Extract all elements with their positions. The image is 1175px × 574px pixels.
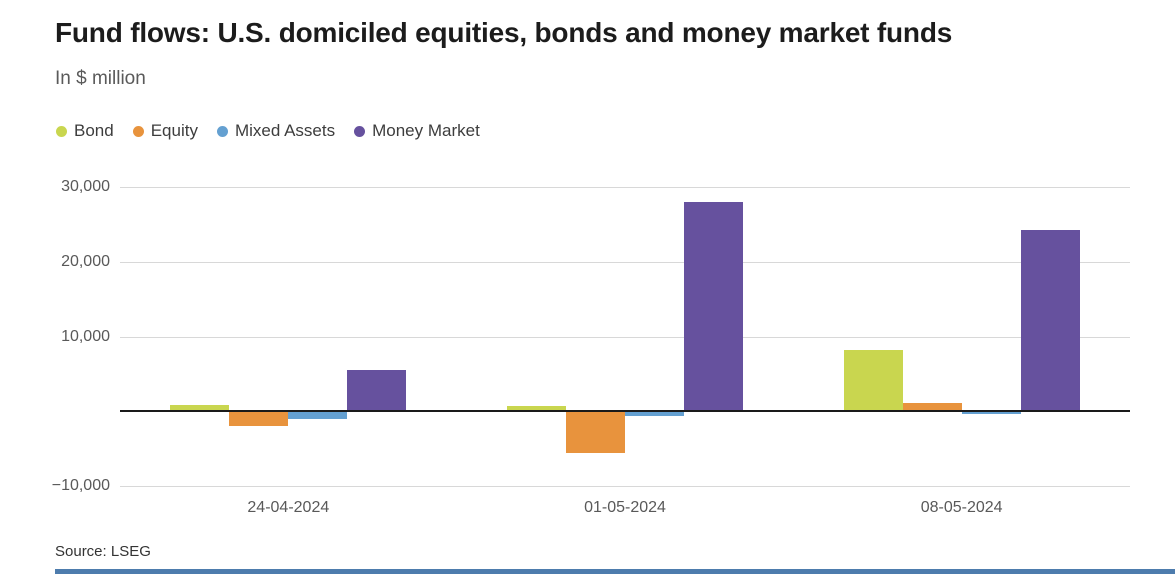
y-tick-label: 10,000 — [61, 327, 110, 345]
bar-equity-24-04-2024 — [229, 411, 289, 427]
gridline — [120, 187, 1130, 188]
legend-label: Equity — [150, 121, 198, 140]
bottom-accent-bar — [55, 569, 1175, 574]
legend-item-equity: Equity — [132, 121, 198, 141]
bar-bond-24-04-2024 — [170, 404, 230, 412]
legend-item-money-market: Money Market — [354, 121, 480, 141]
legend-swatch-icon — [354, 125, 366, 137]
plot-area: 30,000 20,000 10,000 −10,000 24-04-2024 01-05… — [52, 178, 1130, 516]
legend-label: Mixed Assets — [234, 121, 336, 140]
legend: Bond Equity Mixed Assets Money Market — [56, 121, 480, 141]
bar-money-market-01-05-2024 — [684, 201, 743, 412]
bar-bond-08-05-2024 — [843, 349, 903, 412]
x-tick-label: 24-04-2024 — [247, 499, 330, 516]
y-tick-label: 30,000 — [61, 178, 110, 195]
gridline — [120, 261, 1130, 263]
legend-label: Money Market — [372, 121, 480, 140]
bar-equity-01-05-2024 — [566, 411, 625, 454]
legend-item-mixed-assets: Mixed Assets — [216, 121, 336, 141]
bar-mixed-assets-24-04-2024 — [288, 411, 348, 419]
bar-money-market-08-05-2024 — [1020, 229, 1080, 412]
legend-swatch-icon — [56, 125, 67, 137]
chart-subtitle: In $ million — [55, 68, 146, 89]
bar-mixed-assets-01-05-2024 — [625, 411, 684, 417]
legend-label: Bond — [74, 121, 114, 140]
source-note: Source: LSEG — [55, 543, 151, 560]
y-tick-label: 20,000 — [61, 252, 110, 270]
bar-mixed-assets-08-05-2024 — [961, 411, 1021, 415]
gridline — [120, 336, 1130, 338]
bar-money-market-24-04-2024 — [347, 370, 407, 412]
legend-item-bond: Bond — [56, 121, 114, 141]
bar-bond-01-05-2024 — [507, 406, 566, 412]
chart-title: Fund flows: U.S. domiciled equities, bon… — [55, 17, 953, 48]
legend-swatch-icon — [216, 125, 228, 137]
zero-axis-line — [120, 410, 1130, 413]
bar-equity-08-05-2024 — [902, 403, 962, 412]
x-tick-label: 08-05-2024 — [920, 499, 1003, 516]
legend-swatch-icon — [132, 125, 144, 137]
x-tick-label: 01-05-2024 — [584, 499, 666, 516]
gridline — [120, 486, 1130, 487]
y-tick-label: −10,000 — [51, 477, 110, 494]
